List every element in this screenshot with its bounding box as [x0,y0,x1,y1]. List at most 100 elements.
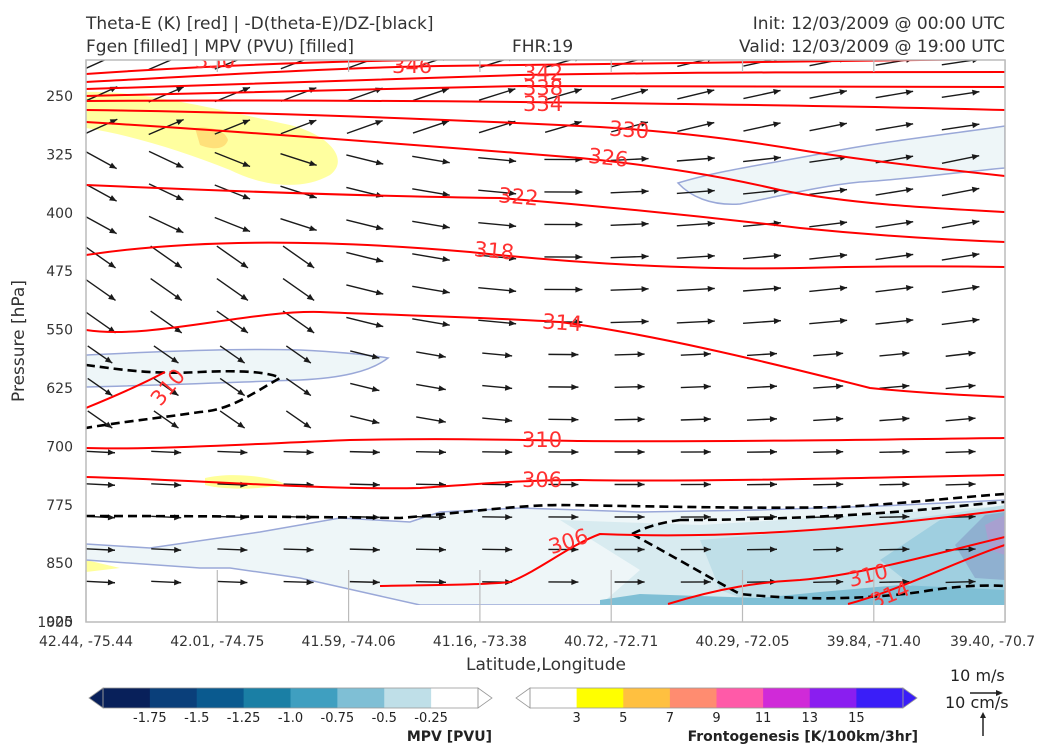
wind-vector-head [237,356,245,364]
clabel-306: 306 [522,468,562,492]
fgen-colorbar-title: Frontogenesis [K/100km/3hr] [688,729,918,745]
wind-vector-head [571,416,579,423]
wind-vector-head [242,161,251,167]
wind-vector-head [641,286,649,293]
wind-vector-head [836,578,844,585]
wind-vector-head [637,383,645,390]
wind-vector-head [706,88,715,95]
wind-vector-head [836,546,844,553]
clabel-342: 342 [523,61,563,85]
colorbar-end-left [88,687,104,709]
wind-vector-head [306,514,314,521]
colorbar-tick-label: -1.25 [227,711,261,726]
colorbar-frame [529,687,904,709]
wind-vector-head [902,578,910,585]
wind-vector-head [504,384,513,391]
wind-vector [875,60,911,66]
colorbar-segment [669,688,717,708]
clabel-330: 330 [608,117,650,144]
vector-key: 10 m/s 10 cm/s [945,666,1009,736]
title-line-2: Fgen [filled] | MPV (PVU) [filled] [86,37,355,57]
wind-vector-head [107,514,115,521]
wind-vector-head [707,188,715,195]
wind-vector-head [707,60,711,63]
mpv-colorbar: -1.75 -1.5 -1.25 -1.0 -0.75 -0.5 -0.25 [88,687,493,726]
wind-vector-head [836,416,844,423]
colorbar-tick-label: -1.5 [184,711,209,726]
wind-vector-head [375,289,384,296]
wind-vector-head [703,448,711,455]
colorbar-tick-label: 3 [572,711,580,726]
init-time: Init: 12/03/2009 @ 00:00 UTC [752,14,1005,34]
wind-vector-head [835,383,844,390]
wind-vector-head [575,286,583,293]
wind-vector-head [442,191,450,197]
wind-vector-head [835,350,844,357]
wind-vector-head [641,221,649,228]
wind-vector-head [174,293,182,301]
wind-vector-head [972,284,980,291]
wind-vector-head [308,119,317,126]
wind-vector-head [571,351,579,358]
wind-vector-head [309,225,317,232]
wind-vector-head [438,417,446,424]
wind-vector-head [176,87,184,93]
colorbar-tick-label: 9 [712,711,720,726]
theta-e-contour-310c [667,536,1005,605]
wind-vector-head [174,546,182,553]
wind-vector-head [242,119,251,126]
wind-vector-head [641,318,649,325]
wind-vector-head [902,513,910,520]
wind-vector-head [575,221,583,228]
wind-vector-head [508,222,517,229]
wind-vector-head [839,285,848,292]
wind-vector-head [306,579,314,586]
x-tick-label: 41.16, -73.38 [433,634,527,650]
wind-vector-head [769,546,777,553]
fgen-colorbar: 3 5 7 9 11 13 15 [515,687,918,726]
wind-vectors [86,60,980,586]
wind-vector-head [769,351,777,357]
wind-vector-head [372,579,380,586]
wind-vector-head [237,389,245,396]
wind-vector-head [769,383,777,390]
theta-e-contour-338 [86,84,1005,97]
theta-e-contour-334 [86,99,1005,111]
wind-vector-head [303,389,311,396]
wind-vector-head [773,88,781,95]
wind-vector-head [905,252,914,259]
dthetae-contour-low-4 [631,532,1005,600]
wind-vector-head [240,293,248,301]
colorbar-segment [337,688,385,708]
colorbar-end-right [902,687,918,709]
wind-vector-head [104,421,113,429]
wind-vector-head [971,252,980,259]
wind-vector-head [240,579,248,586]
wind-vector-head [839,121,847,128]
clabel-318: 318 [473,237,515,264]
x-tick-label: 41.59, -74.06 [302,634,396,650]
wind-vector-head [707,285,715,292]
clabel-310: 310 [522,428,562,452]
wind-vector-head [571,384,579,391]
wind-vector-head [902,415,910,422]
x-tick-label: 42.01, -74.75 [170,634,264,650]
wind-vector-head [507,88,516,94]
x-tick-label: 42.44, -75.44 [39,634,133,650]
wind-vector-head [309,160,317,167]
wind-vector-head [968,546,976,553]
colorbar-segment [103,688,151,708]
wind-vector-head [508,320,517,327]
colorbar-tick-label: -0.25 [414,711,448,726]
wind-vector-head [438,546,446,553]
clabel-326: 326 [587,144,629,172]
colorbar-segment [530,688,578,708]
wind-vector-head [640,121,648,127]
colorbar-segment [856,688,904,708]
theta-e-contour-330 [86,109,1005,177]
colorbar-segment [576,688,624,708]
wind-vector-head [442,288,450,295]
wind-vector-head [703,481,711,488]
wind-vector-head [972,122,980,129]
